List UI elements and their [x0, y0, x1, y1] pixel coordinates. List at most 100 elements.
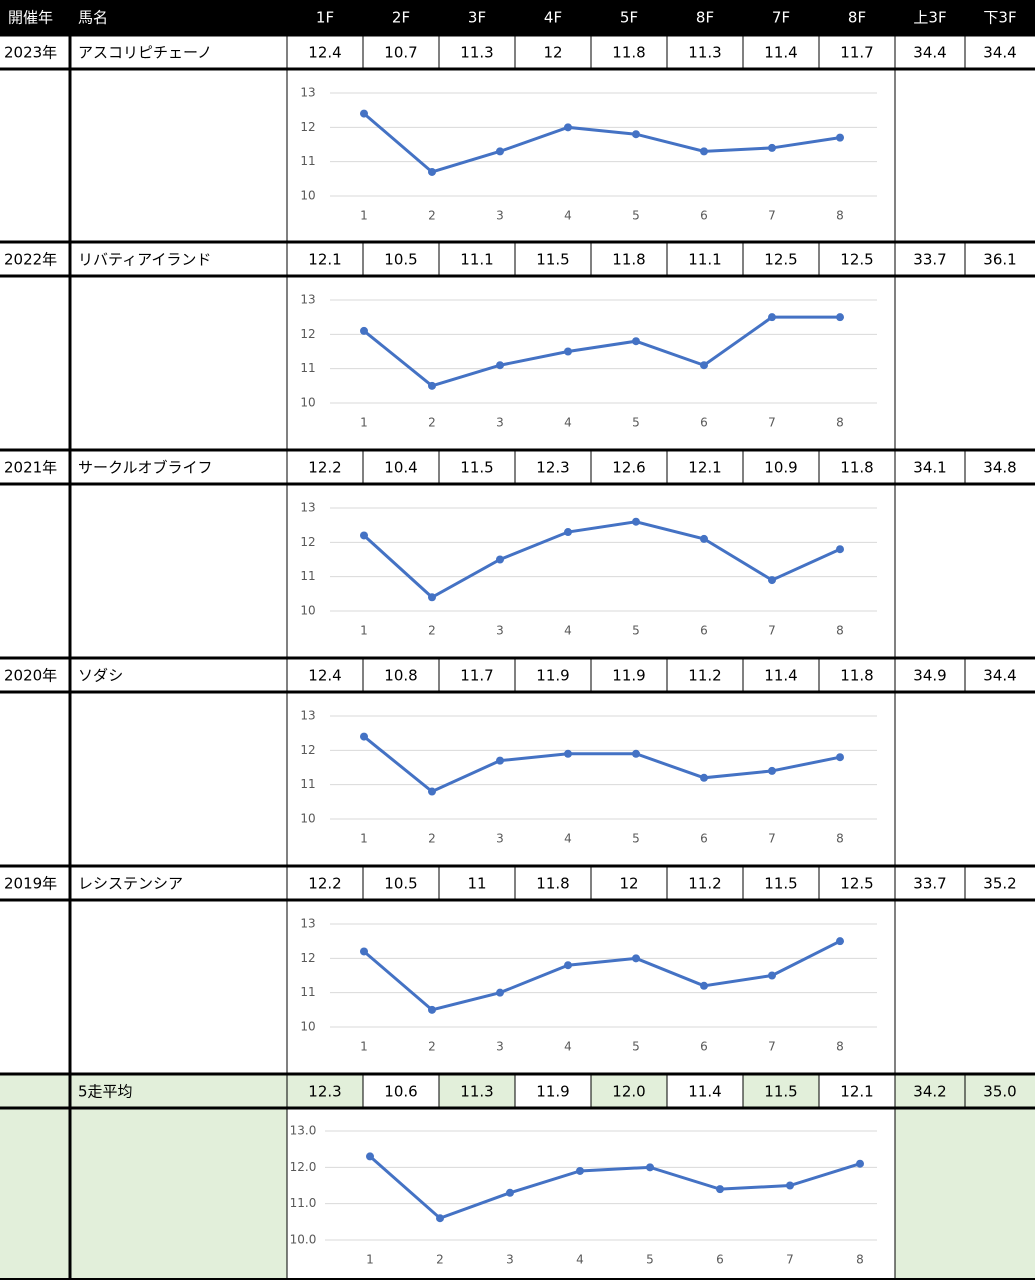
- x-tick-label: 2: [428, 832, 436, 846]
- y-tick-label: 13: [300, 917, 315, 931]
- split-cell: 11.5: [764, 1083, 797, 1101]
- split-cell: 12.1: [308, 251, 341, 269]
- data-point: [576, 1166, 584, 1175]
- x-tick-label: 1: [360, 832, 368, 846]
- series-line: [363, 939, 841, 1012]
- split-cell: 12.1: [688, 459, 721, 477]
- data-point: [716, 1185, 724, 1194]
- x-tick-label: 3: [496, 832, 504, 846]
- data-point: [360, 531, 368, 540]
- x-tick-label: 2: [428, 624, 436, 638]
- y-tick-label: 13: [300, 709, 315, 723]
- y-tick-label: 10.0: [290, 1233, 317, 1247]
- data-point: [564, 961, 572, 970]
- horse-name: リバティアイランド: [78, 251, 211, 269]
- data-point: [836, 545, 844, 554]
- header-cell: 1F: [316, 9, 334, 27]
- data-point: [360, 732, 368, 741]
- data-point: [768, 313, 776, 322]
- last3f-cell: 35.2: [983, 875, 1016, 893]
- split-cell: 12: [543, 44, 562, 62]
- horse-name: レシステンシア: [78, 875, 183, 893]
- x-tick-label: 2: [436, 1253, 444, 1267]
- x-tick-label: 3: [496, 416, 504, 430]
- split-cell: 12.3: [308, 1083, 341, 1101]
- y-tick-label: 11: [300, 154, 315, 168]
- y-tick-label: 11: [300, 777, 315, 791]
- data-point: [632, 749, 640, 758]
- y-tick-label: 13: [300, 501, 315, 515]
- y-tick-label: 11.0: [290, 1196, 317, 1210]
- x-tick-label: 4: [564, 416, 572, 430]
- horse-name: サークルオブライフ: [78, 459, 213, 477]
- x-tick-label: 2: [428, 209, 436, 223]
- split-cell: 11.7: [460, 667, 493, 685]
- split-cell: 10.5: [384, 875, 417, 893]
- x-tick-label: 5: [632, 1040, 640, 1054]
- year: 2020年: [4, 667, 57, 685]
- series-line: [369, 1155, 861, 1220]
- data-point: [700, 147, 708, 156]
- horse-name: 5走平均: [78, 1083, 133, 1101]
- last3f-cell: 34.4: [983, 44, 1016, 62]
- split-cell: 11.9: [536, 1083, 569, 1101]
- split-cell: 11.4: [688, 1083, 721, 1101]
- header-cell: 下3F: [983, 9, 1016, 27]
- x-tick-label: 7: [768, 1040, 776, 1054]
- last3f-cell: 34.4: [983, 667, 1016, 685]
- avg-bg: [439, 1074, 515, 1108]
- y-tick-label: 11: [300, 985, 315, 999]
- x-tick-label: 7: [786, 1253, 794, 1267]
- data-point: [366, 1152, 374, 1161]
- y-tick-label: 12: [300, 327, 315, 341]
- data-point: [632, 954, 640, 963]
- data-point: [428, 593, 436, 602]
- data-point: [496, 361, 504, 370]
- split-cell: 12.6: [612, 459, 645, 477]
- y-tick-label: 10: [300, 812, 315, 826]
- data-point: [700, 981, 708, 990]
- y-tick-label: 10: [300, 604, 315, 618]
- split-cell: 11.8: [612, 44, 645, 62]
- split-cell: 11.9: [536, 667, 569, 685]
- header-cell: 3F: [468, 9, 486, 27]
- split-cell: 11.3: [688, 44, 721, 62]
- data-point: [856, 1159, 864, 1168]
- first3f-cell: 33.7: [913, 251, 946, 269]
- header-cell: 上3F: [913, 9, 946, 27]
- split-cell: 10.8: [384, 667, 417, 685]
- data-point: [632, 130, 640, 139]
- split-cell: 12.5: [764, 251, 797, 269]
- x-tick-label: 5: [632, 624, 640, 638]
- y-tick-label: 13.0: [290, 1124, 317, 1138]
- data-point: [786, 1181, 794, 1190]
- series-line: [363, 315, 840, 388]
- split-cell: 10.4: [384, 459, 417, 477]
- split-cell: 12.4: [308, 667, 341, 685]
- y-tick-label: 11: [300, 361, 315, 375]
- x-tick-label: 7: [768, 832, 776, 846]
- year: 2022年: [4, 251, 57, 269]
- split-cell: 12.2: [308, 875, 341, 893]
- data-point: [428, 1005, 436, 1014]
- header-cell: 7F: [772, 9, 790, 27]
- x-tick-label: 1: [360, 1040, 368, 1054]
- horse-name: アスコリピチェーノ: [78, 44, 212, 62]
- x-tick-label: 4: [564, 624, 572, 638]
- data-point: [506, 1188, 514, 1197]
- header-cell: 開催年: [8, 9, 53, 27]
- split-cell: 12.2: [308, 459, 341, 477]
- x-tick-label: 8: [836, 1040, 844, 1054]
- y-tick-label: 10: [300, 1020, 315, 1034]
- x-tick-label: 8: [856, 1253, 864, 1267]
- x-tick-label: 4: [564, 1040, 572, 1054]
- data-point: [360, 109, 368, 118]
- year: 2023年: [4, 44, 57, 62]
- last3f-cell: 34.8: [983, 459, 1016, 477]
- split-cell: 10.5: [384, 251, 417, 269]
- data-point: [836, 313, 844, 322]
- avg-bg: [287, 1074, 363, 1108]
- split-cell: 12.4: [308, 44, 341, 62]
- x-tick-label: 6: [700, 1040, 708, 1054]
